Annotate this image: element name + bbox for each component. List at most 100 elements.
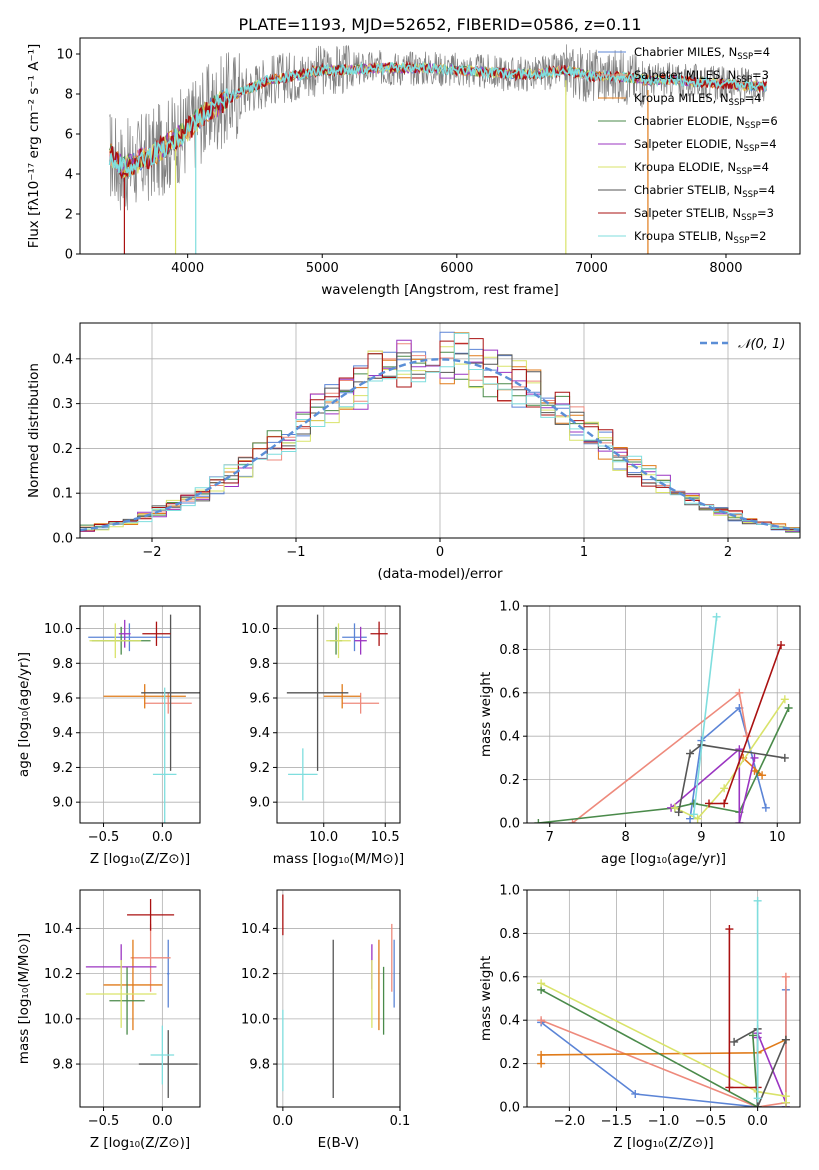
legend-label-kroupa_elodie: Kroupa ELODIE, NSSP=4	[634, 160, 769, 177]
y-tick-label: 0.1	[52, 487, 73, 502]
x-tick-label: 10	[769, 830, 786, 845]
weight-marker-salpeter_miles	[735, 688, 744, 697]
weight-marker-chabrier_elodie	[534, 819, 543, 823]
y-tick-label: 0.3	[52, 397, 73, 412]
plot-area	[88, 614, 200, 823]
weight-marker-salpeter_miles	[781, 972, 790, 981]
spectrum-legend: Chabrier MILES, NSSP=4 Salpeter MILES, NS…	[598, 45, 778, 246]
weight-line-kroupa_miles	[540, 1038, 787, 1064]
weight-marker-salpeter_elodie	[750, 753, 759, 762]
x-tick-label: 9	[697, 830, 705, 845]
axes-frame	[79, 605, 201, 824]
y-tick-label: 9.8	[52, 657, 73, 672]
weight-marker-salpeter_elodie	[735, 819, 744, 823]
weight-line-kroupa_elodie	[674, 698, 786, 820]
weight-marker-kroupa_miles	[537, 1050, 546, 1059]
legend-label-salpeter_miles: Salpeter MILES, NSSP=3	[634, 68, 769, 85]
x-tick-label: 4000	[171, 261, 204, 276]
legend-label-salpeter_stelib: Salpeter STELIB, NSSP=3	[634, 206, 774, 223]
x-tick-label: 0.0	[152, 830, 173, 845]
x-axis-label: Z [log₁₀(Z/Z⊙)]	[90, 1135, 190, 1151]
panel-age_vs_Z: −0.5 0.0 9.0 9.2 9.4 9.6 9.8 10.0 Z [log₁₀(Z/Z⊙)…	[16, 605, 201, 867]
panel-mass_vs_Z: −0.5 0.0 9.8 10.0 10.2 10.4 Z [log₁₀(Z/Z⊙)] mas…	[16, 889, 201, 1151]
y-tick-label: 10	[56, 48, 73, 63]
weight-marker-salpeter_stelib	[777, 641, 786, 650]
x-tick-label: 1	[580, 545, 588, 560]
axes-frame	[526, 605, 801, 824]
y-tick-label: 9.2	[249, 761, 270, 776]
legend-normal-label: 𝒩(0, 1)	[738, 337, 785, 352]
weight-marker-chabrier_stelib	[674, 808, 683, 817]
weight-marker-kroupa_elodie	[670, 803, 679, 812]
weight-marker-kroupa_elodie	[693, 814, 702, 823]
y-tick-label: 10.0	[241, 1012, 270, 1027]
plot-area	[286, 614, 388, 801]
weight-line-kroupa_stelib	[693, 616, 718, 815]
y-axis-label: mass weight	[478, 672, 494, 757]
legend-label-salpeter_elodie: Salpeter ELODIE, NSSP=4	[634, 137, 777, 154]
y-tick-label: 10.2	[44, 967, 73, 982]
y-tick-label: 1.0	[499, 884, 520, 899]
y-tick-label: 0.6	[499, 970, 520, 985]
legend-label-chabrier_miles: Chabrier MILES, NSSP=4	[634, 45, 770, 62]
axes-frame	[79, 889, 201, 1108]
panel-age_vs_mass: 10.0 10.5 9.0 9.2 9.4 9.6 9.8 10.0 mass [log₁₀(M…	[241, 605, 404, 867]
weight-marker-salpeter_miles	[568, 819, 577, 823]
weight-marker-chabrier_miles	[686, 814, 695, 823]
y-tick-label: 9.6	[52, 692, 73, 707]
x-tick-label: 8000	[709, 261, 742, 276]
x-tick-label: −0.5	[88, 1114, 120, 1129]
weight-marker-kroupa_elodie	[720, 784, 729, 793]
y-tick-label: 0.6	[499, 686, 520, 701]
x-tick-label: 7000	[575, 261, 608, 276]
y-axis-label: age [log₁₀(age/yr)]	[16, 652, 32, 777]
y-tick-label: 10.4	[241, 922, 270, 937]
weight-line-chabrier_elodie	[540, 989, 759, 1107]
weight-marker-kroupa_elodie	[537, 979, 546, 988]
x-axis-label: (data-model)/error	[377, 566, 503, 582]
x-tick-label: 8	[621, 830, 629, 845]
x-tick-label: 0.0	[273, 1114, 294, 1129]
legend-label-chabrier_stelib: Chabrier STELIB, NSSP=4	[634, 183, 775, 200]
panel-residuals: −2 −1 0 1 2 0.0 0.1 0.2 0.3 0.4 (data-model)/error…	[26, 322, 801, 582]
y-tick-label: 2	[65, 208, 73, 223]
weight-marker-chabrier_stelib	[780, 753, 789, 762]
y-tick-label: 0	[65, 248, 73, 263]
y-tick-label: 9.0	[52, 796, 73, 811]
plot-area	[85, 899, 198, 1098]
y-tick-label: 0.2	[499, 773, 520, 788]
x-tick-label: −1	[286, 545, 305, 560]
panel-weight_vs_age: 7 8 9 10 0.0 0.2 0.4 0.6 0.8 1.0 age [log₁₀(age/yr…	[478, 600, 801, 867]
x-axis-label: Z [log₁₀(Z/Z⊙)]	[613, 1135, 713, 1151]
legend-label-kroupa_miles: Kroupa MILES, NSSP=4	[634, 91, 761, 108]
plot-area	[282, 894, 395, 1098]
plot-area	[108, 44, 768, 254]
x-tick-label: 0.0	[747, 1114, 768, 1129]
weight-marker-chabrier_stelib	[781, 1035, 790, 1044]
weight-marker-kroupa_stelib	[753, 1094, 762, 1103]
weight-marker-salpeter_stelib	[720, 799, 729, 808]
panel-mass_vs_ebv: 0.0 0.1 9.8 10.0 10.2 10.4 E(B-V)	[241, 889, 410, 1151]
weight-marker-kroupa_miles	[758, 771, 767, 780]
y-tick-label: 0.4	[499, 730, 520, 745]
x-tick-label: 10.0	[309, 830, 338, 845]
normal-curve	[80, 358, 800, 532]
weight-marker-chabrier_miles	[761, 803, 770, 812]
axes-frame	[79, 37, 801, 255]
y-tick-label: 9.2	[52, 761, 73, 776]
y-tick-label: 0.8	[499, 643, 520, 658]
weight-marker-salpeter_elodie	[735, 745, 744, 754]
y-tick-label: 9.4	[52, 726, 73, 741]
x-tick-label: −0.5	[695, 1114, 727, 1129]
y-tick-label: 0.4	[52, 352, 73, 367]
legend-label-kroupa_stelib: Kroupa STELIB, NSSP=2	[634, 229, 766, 246]
x-tick-label: −0.5	[88, 830, 120, 845]
y-tick-label: 4	[65, 168, 73, 183]
y-tick-label: 9.4	[249, 726, 270, 741]
weight-marker-salpeter_stelib	[705, 799, 713, 808]
y-axis-label: Flux [fλ10⁻¹⁷ erg cm⁻² s⁻¹ A⁻¹]	[26, 44, 42, 249]
weight-line-salpeter_elodie	[670, 747, 756, 823]
weight-marker-chabrier_elodie	[748, 1031, 757, 1040]
weight-marker-salpeter_stelib	[725, 1083, 734, 1092]
